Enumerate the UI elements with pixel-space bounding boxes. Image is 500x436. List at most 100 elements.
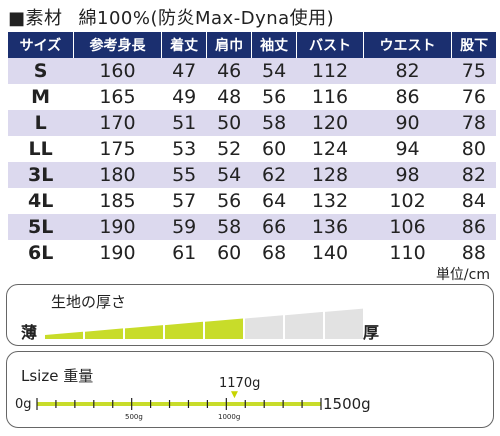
table-cell: 86: [451, 214, 496, 240]
unit-label: 単位/cm: [435, 267, 490, 283]
table-cell: 52: [206, 136, 252, 162]
size-cell: M: [8, 84, 74, 110]
table-row: 4L 185 57 56 64 132 102 84: [8, 188, 496, 214]
table-cell: 76: [451, 84, 496, 110]
header-sleeve: 袖丈: [251, 32, 297, 58]
size-table-header: サイズ 参考身長 着丈 肩巾 袖丈 バスト ウエスト 股下: [8, 32, 496, 58]
table-cell: 86: [363, 84, 452, 110]
table-cell: 175: [73, 136, 162, 162]
table-cell: 75: [451, 58, 496, 84]
table-cell: 160: [73, 58, 162, 84]
size-table: サイズ 参考身長 着丈 肩巾 袖丈 バスト ウエスト 股下 S 160 47 46 54…: [8, 32, 496, 266]
table-cell: 170: [73, 110, 162, 136]
table-cell: 46: [206, 58, 252, 84]
size-cell: 6L: [8, 240, 74, 266]
table-cell: 54: [206, 162, 252, 188]
table-cell: 190: [73, 240, 162, 266]
table-cell: 47: [161, 58, 207, 84]
table-cell: 49: [161, 84, 207, 110]
table-cell: 82: [451, 162, 496, 188]
table-cell: 48: [206, 84, 252, 110]
header-height: 参考身長: [72, 32, 162, 58]
table-cell: 68: [251, 240, 297, 266]
thickness-segment: [285, 311, 323, 339]
table-cell: 102: [363, 188, 452, 214]
material-value: 綿100%(防炎Max-Dyna使用): [78, 8, 335, 29]
size-cell: L: [8, 110, 74, 136]
table-row: LL 175 53 52 60 124 94 80: [8, 136, 496, 162]
table-row: L 170 51 50 58 120 90 78: [8, 110, 496, 136]
table-cell: 51: [161, 110, 207, 136]
weight-marker-icon: ▼: [231, 390, 238, 400]
table-cell: 88: [451, 240, 496, 266]
table-cell: 116: [296, 84, 364, 110]
table-cell: 55: [161, 162, 207, 188]
table-cell: 62: [251, 162, 297, 188]
table-cell: 78: [451, 110, 496, 136]
table-cell: 82: [363, 58, 452, 84]
thickness-scale: [45, 308, 363, 339]
table-row: M 165 49 48 56 116 86 76: [8, 84, 496, 110]
header-size: サイズ: [8, 32, 74, 58]
weight-panel: Lsize 重量 1170g ▼ 0g 1500g 500g 1000g: [6, 351, 494, 428]
header-inseam: 股下: [451, 32, 496, 58]
table-cell: 94: [363, 136, 452, 162]
weight-bar: [37, 402, 321, 406]
header-waist: ウエスト: [362, 32, 452, 58]
thickness-segment: [45, 331, 83, 339]
table-cell: 61: [161, 240, 207, 266]
thickness-segment: [125, 325, 163, 339]
table-cell: 80: [451, 136, 496, 162]
table-row: 6L 190 61 60 68 140 110 88: [8, 240, 496, 266]
table-row: S 160 47 46 54 112 82 75: [8, 58, 496, 84]
table-cell: 110: [363, 240, 452, 266]
table-cell: 58: [206, 214, 252, 240]
table-cell: 165: [73, 84, 162, 110]
size-cell: 3L: [8, 162, 74, 188]
table-row: 5L 190 59 58 66 136 106 86: [8, 214, 496, 240]
size-cell: 5L: [8, 214, 74, 240]
table-cell: 136: [296, 214, 364, 240]
header-length: 着丈: [161, 32, 207, 58]
table-cell: 53: [161, 136, 207, 162]
thickness-panel: 生地の厚さ 薄 厚: [6, 284, 494, 346]
material-line: ■素材 綿100%(防炎Max-Dyna使用): [8, 4, 334, 30]
table-cell: 56: [251, 84, 297, 110]
table-row: 3L 180 55 54 62 128 98 82: [8, 162, 496, 188]
table-cell: 132: [296, 188, 364, 214]
table-cell: 106: [363, 214, 452, 240]
weight-min-label: 0g: [15, 397, 32, 412]
table-cell: 120: [296, 110, 364, 136]
thickness-segment: [205, 318, 243, 339]
header-shoulder: 肩巾: [206, 32, 252, 58]
table-cell: 66: [251, 214, 297, 240]
thickness-title: 生地の厚さ: [51, 293, 127, 311]
table-cell: 185: [73, 188, 162, 214]
table-cell: 59: [161, 214, 207, 240]
square-bullet-icon: ■: [8, 8, 26, 29]
table-cell: 60: [251, 136, 297, 162]
thickness-segment: [85, 328, 123, 339]
table-cell: 60: [206, 240, 252, 266]
table-cell: 180: [73, 162, 162, 188]
thickness-segment: [325, 308, 363, 339]
header-bust: バスト: [296, 32, 364, 58]
material-label: 素材: [25, 8, 63, 29]
weight-tick-1000-label: 1000g: [218, 413, 241, 421]
thick-label: 厚: [363, 323, 380, 342]
table-cell: 98: [363, 162, 452, 188]
weight-title: Lsize 重量: [21, 367, 94, 385]
table-cell: 124: [296, 136, 364, 162]
weight-tick-500-label: 500g: [125, 413, 143, 421]
table-cell: 56: [206, 188, 252, 214]
thin-label: 薄: [21, 323, 38, 342]
table-cell: 190: [73, 214, 162, 240]
table-cell: 57: [161, 188, 207, 214]
table-cell: 90: [363, 110, 452, 136]
weight-value-label: 1170g: [219, 376, 261, 391]
table-cell: 84: [451, 188, 496, 214]
table-cell: 112: [296, 58, 364, 84]
weight-scale: [36, 398, 322, 410]
thickness-segment: [165, 321, 203, 339]
size-cell: LL: [8, 136, 74, 162]
